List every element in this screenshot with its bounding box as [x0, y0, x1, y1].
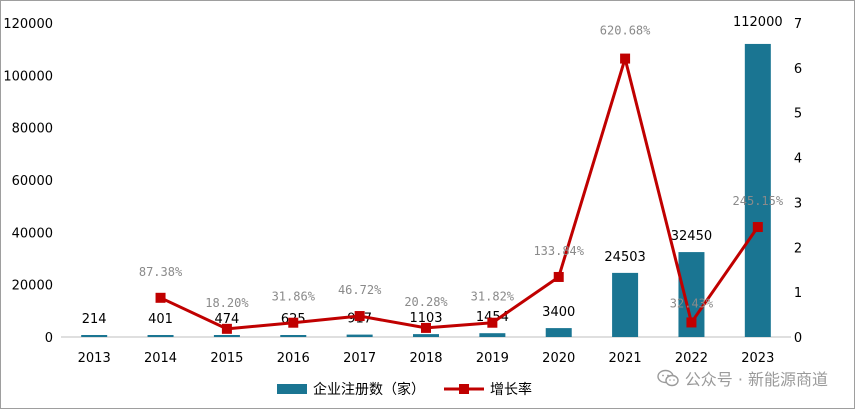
bar-value-label: 112000: [733, 15, 783, 30]
x-tick-label: 2013: [78, 351, 111, 366]
line-marker: [620, 53, 631, 64]
bar: [413, 334, 439, 337]
rate-value-label: 245.15%: [733, 194, 784, 208]
x-tick-label: 2020: [542, 351, 575, 366]
y-right-tick-label: 1: [794, 286, 802, 301]
wechat-icon: [657, 369, 679, 387]
y-left-axis: 0 20000 40000 60000 80000 100000 120000: [3, 17, 53, 346]
watermark: 公众号 · 新能源商道: [657, 366, 828, 390]
bar: [545, 328, 572, 337]
growth-rate-line: [159, 57, 760, 331]
legend: 企业注册数（家） 增长率: [277, 381, 532, 398]
y-right-tick-label: 6: [794, 62, 802, 77]
bar-value-label: 32450: [671, 229, 712, 244]
bar: [744, 43, 771, 337]
line-marker: [686, 317, 697, 328]
line-marker: [421, 322, 431, 333]
legend-line-marker: [459, 384, 469, 394]
line-marker: [354, 311, 365, 322]
bar: [479, 333, 506, 337]
bar-value-label: 1103: [409, 311, 442, 326]
rate-value-label: 46.72%: [338, 283, 382, 297]
rate-value-label: 31.82%: [471, 290, 515, 304]
bar: [81, 335, 108, 337]
bar-series: [81, 43, 771, 337]
bar-value-label: 24503: [604, 250, 645, 265]
rate-value-label: 87.38%: [139, 265, 183, 279]
line-marker: [288, 317, 299, 328]
x-tick-label: 2017: [343, 351, 376, 366]
watermark-text: 公众号 · 新能源商道: [684, 370, 828, 389]
y-right-axis: 0 1 2 3 4 5 6 7: [794, 17, 802, 346]
x-tick-label: 2023: [741, 351, 774, 366]
line-marker: [553, 271, 564, 282]
bar: [612, 272, 639, 337]
x-tick-label: 2019: [476, 351, 509, 366]
y-left-tick-label: 60000: [12, 174, 53, 189]
y-left-tick-label: 0: [45, 331, 53, 346]
y-right-tick-label: 2: [794, 241, 802, 256]
bar-data-labels: 2144014746259171103145434002450332450112…: [82, 15, 783, 327]
y-left-tick-label: 20000: [12, 279, 53, 294]
y-left-tick-label: 120000: [3, 17, 53, 32]
bar-value-label: 474: [214, 312, 239, 327]
rate-value-label: 133.84%: [533, 244, 584, 258]
bar: [147, 335, 174, 337]
y-right-tick-label: 7: [794, 17, 802, 32]
x-tick-label: 2016: [277, 351, 310, 366]
line-series: [155, 53, 763, 334]
x-axis: 2013 2014 2015 2016 2017 2018 2019 2020 2021 2022…: [78, 351, 775, 366]
rate-value-label: 31.86%: [272, 290, 316, 304]
rate-value-label: 20.28%: [404, 295, 448, 309]
bar-value-label: 214: [82, 312, 107, 327]
legend-line-label: 增长率: [490, 381, 532, 398]
x-tick-label: 2021: [609, 351, 642, 366]
legend-bar-swatch: [277, 384, 307, 394]
bar: [346, 334, 373, 337]
y-left-tick-label: 100000: [3, 69, 53, 84]
line-data-labels: 87.38% 18.20% 31.86% 46.72% 20.28% 31.82% 133.…: [139, 24, 784, 311]
rate-value-label: 620.68%: [600, 24, 651, 38]
x-tick-label: 2022: [675, 351, 708, 366]
rate-value-label: 32.43%: [670, 296, 714, 310]
bar-value-label: 3400: [542, 305, 575, 320]
rate-value-label: 18.20%: [205, 296, 249, 310]
y-right-tick-label: 5: [794, 107, 802, 122]
y-left-tick-label: 80000: [12, 122, 53, 137]
line-marker: [487, 317, 498, 328]
y-right-tick-label: 0: [794, 331, 802, 346]
legend-bar-label: 企业注册数（家）: [313, 381, 425, 398]
x-tick-label: 2014: [144, 351, 177, 366]
bar-value-label: 401: [148, 312, 173, 327]
bar-value-label: 1454: [476, 310, 509, 325]
y-left-tick-label: 40000: [12, 226, 53, 241]
x-tick-label: 2018: [409, 351, 442, 366]
line-marker: [155, 292, 166, 303]
bar: [280, 335, 307, 337]
line-marker: [752, 222, 763, 233]
y-right-tick-label: 4: [794, 152, 802, 167]
bar: [213, 335, 240, 337]
y-right-tick-label: 3: [794, 196, 802, 211]
x-tick-label: 2015: [210, 351, 243, 366]
line-marker: [221, 323, 232, 334]
